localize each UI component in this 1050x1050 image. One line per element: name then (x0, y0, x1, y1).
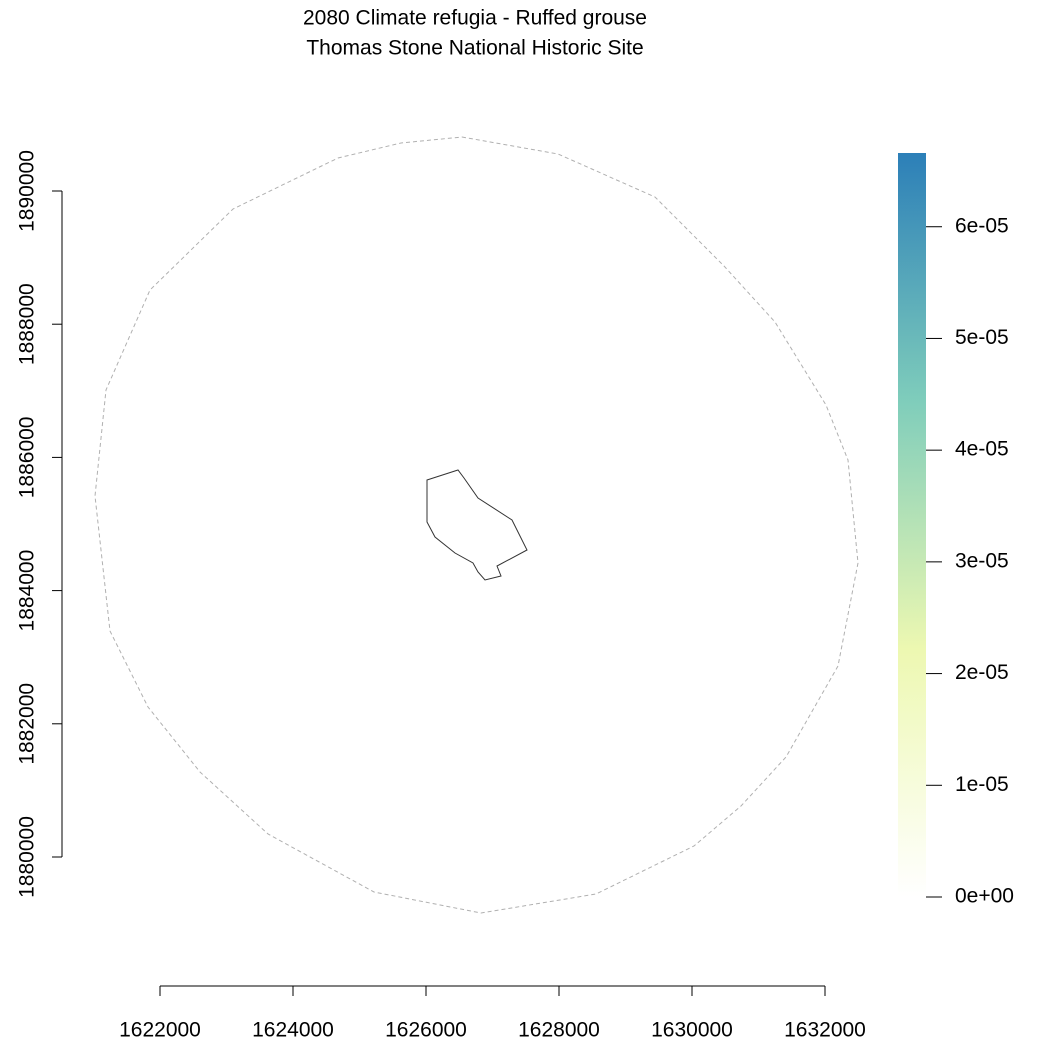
chart-title: 2080 Climate refugia - Ruffed grouse (303, 7, 647, 30)
y-tick-label: 1890000 (16, 150, 39, 232)
colorbar-tick-label: 4e-05 (955, 438, 1009, 461)
y-tick-label: 1886000 (16, 417, 39, 499)
colorbar-tick-label: 3e-05 (955, 549, 1009, 572)
colorbar-tick-label: 5e-05 (955, 326, 1009, 349)
colorbar (898, 153, 926, 897)
colorbar-tick-label: 2e-05 (955, 661, 1009, 684)
x-tick-label: 1632000 (784, 1019, 866, 1042)
x-tick-label: 1626000 (385, 1019, 467, 1042)
park-boundary (426, 469, 528, 581)
y-tick-label: 1880000 (16, 816, 39, 898)
chart-subtitle: Thomas Stone National Historic Site (306, 37, 643, 60)
x-tick-label: 1622000 (119, 1019, 201, 1042)
y-tick-label: 1882000 (16, 683, 39, 765)
colorbar-tick-label: 1e-05 (955, 773, 1009, 796)
y-tick-label: 1884000 (16, 550, 39, 632)
x-tick-label: 1628000 (518, 1019, 600, 1042)
x-tick-label: 1630000 (651, 1019, 733, 1042)
buffer-outline (94, 136, 859, 914)
colorbar-tick-label: 0e+00 (955, 885, 1014, 908)
x-tick-label: 1624000 (252, 1019, 334, 1042)
y-tick-label: 1888000 (16, 283, 39, 365)
colorbar-tick-label: 6e-05 (955, 214, 1009, 237)
